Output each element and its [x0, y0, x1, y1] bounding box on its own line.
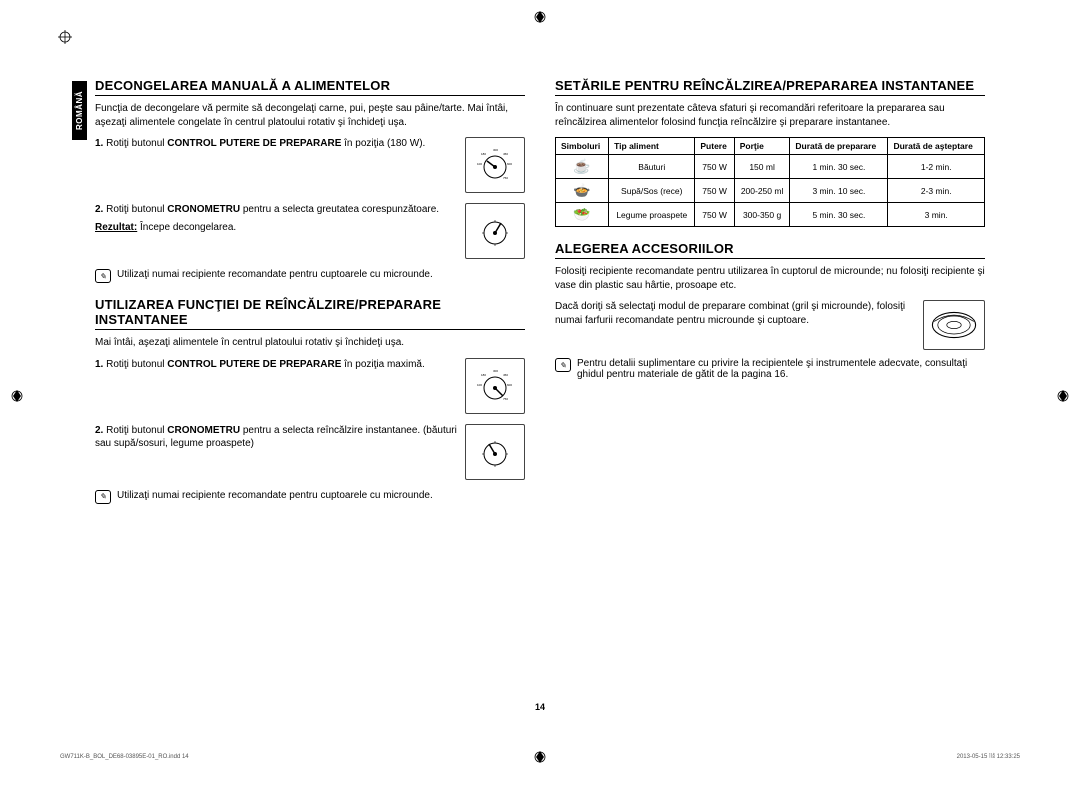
settings-table: Simboluri Tip aliment Putere Porţie Dura…	[555, 137, 985, 227]
cell-power: 750 W	[695, 155, 734, 179]
cell-wait: 2-3 min.	[888, 179, 985, 203]
note-icon: ✎	[95, 490, 111, 504]
svg-text:450: 450	[503, 373, 508, 377]
step-text: în poziţia (180 W).	[341, 138, 425, 149]
table-header-row: Simboluri Tip aliment Putere Porţie Dura…	[556, 138, 985, 155]
step-text: în poziţia maximă.	[341, 359, 424, 370]
svg-text:100: 100	[477, 383, 482, 387]
th-cook: Durată de preparare	[790, 138, 888, 155]
power-dial-icon: 300 450 600 750 180 100	[465, 358, 525, 414]
footer-left: GW711K-B_BOL_DE68-03895E-01_RO.indd 14	[60, 754, 189, 760]
instant-step-2: 2. Rotiţi butonul CRONOMETRU pentru a se…	[95, 424, 525, 480]
instant-step-1: 1. Rotiţi butonul CONTROL PUTERE DE PREP…	[95, 358, 525, 414]
cell-power: 750 W	[695, 203, 734, 227]
svg-text:750: 750	[503, 176, 508, 180]
step-bold: CONTROL PUTERE DE PREPARARE	[167, 138, 341, 149]
step-number: 2.	[95, 204, 103, 215]
step-bold: CRONOMETRU	[167, 204, 240, 215]
cell-wait: 3 min.	[888, 203, 985, 227]
instant-note: ✎ Utilizaţi numai recipiente recomandate…	[95, 490, 525, 504]
table-row: ☕ Băuturi 750 W 150 ml 1 min. 30 sec. 1-…	[556, 155, 985, 179]
cell-portion: 200-250 ml	[734, 179, 790, 203]
step-bold: CRONOMETRU	[167, 425, 240, 436]
footer-right: 2013-05-15 ㍣ 12:33:25	[957, 751, 1020, 760]
cell-food: Supă/Sos (rece)	[609, 179, 695, 203]
language-tab: ROMÂNĂ	[72, 81, 87, 140]
note-text: Utilizaţi numai recipiente recomandate p…	[117, 269, 433, 280]
power-dial-icon: 300 450 600 750 180 100	[465, 137, 525, 193]
cell-symbol: 🥗	[556, 203, 609, 227]
step-text: Rotiţi butonul	[106, 204, 167, 215]
crop-mark-bc	[533, 750, 547, 764]
cell-symbol: 🍲	[556, 179, 609, 203]
svg-text:450: 450	[503, 152, 508, 156]
left-column: DECONGELAREA MANUALĂ A ALIMENTELOR Funcţ…	[95, 78, 525, 518]
step-number: 1.	[95, 359, 103, 370]
th-portion: Porţie	[734, 138, 790, 155]
step-text: pentru a selecta greutatea corespunzătoa…	[240, 204, 439, 215]
crop-mark-tl	[58, 30, 72, 44]
svg-text:300: 300	[493, 148, 498, 152]
th-food: Tip aliment	[609, 138, 695, 155]
section-title-accessories: ALEGEREA ACCESORIILOR	[555, 241, 985, 259]
svg-text:600: 600	[507, 383, 512, 387]
defrost-note: ✎ Utilizaţi numai recipiente recomandate…	[95, 269, 525, 283]
defrost-intro: Funcţia de decongelare vă permite să dec…	[95, 102, 525, 129]
svg-text:100: 100	[477, 162, 482, 166]
accessories-note: ✎ Pentru detalii suplimentare cu privire…	[555, 358, 985, 380]
th-wait: Durată de aşteptare	[888, 138, 985, 155]
crop-mark-ml	[10, 389, 24, 403]
accessories-p1: Folosiţi recipiente recomandate pentru u…	[555, 265, 985, 292]
note-icon: ✎	[555, 358, 571, 372]
defrost-step-2: 2. Rotiţi butonul CRONOMETRU pentru a se…	[95, 203, 525, 259]
cell-cook: 5 min. 30 sec.	[790, 203, 888, 227]
cell-cook: 3 min. 10 sec.	[790, 179, 888, 203]
accessories-p2: Dacă doriţi să selectaţi modul de prepar…	[555, 300, 913, 350]
step-number: 1.	[95, 138, 103, 149]
settings-intro: În continuare sunt prezentate câteva sfa…	[555, 102, 985, 129]
cell-symbol: ☕	[556, 155, 609, 179]
cell-power: 750 W	[695, 179, 734, 203]
cell-food: Legume proaspete	[609, 203, 695, 227]
instant-intro: Mai întâi, aşezaţi alimentele în centrul…	[95, 336, 525, 350]
svg-text:180: 180	[481, 373, 486, 377]
timer-dial-icon	[465, 424, 525, 480]
note-text: Pentru detalii suplimentare cu privire l…	[577, 358, 985, 380]
svg-text:600: 600	[507, 162, 512, 166]
table-row: 🍲 Supă/Sos (rece) 750 W 200-250 ml 3 min…	[556, 179, 985, 203]
step-number: 2.	[95, 425, 103, 436]
cell-wait: 1-2 min.	[888, 155, 985, 179]
step-text: Rotiţi butonul	[106, 359, 167, 370]
note-icon: ✎	[95, 269, 111, 283]
step-text: Rotiţi butonul	[106, 425, 167, 436]
turntable-icon	[923, 300, 985, 350]
step-bold: CONTROL PUTERE DE PREPARARE	[167, 359, 341, 370]
result-label: Rezultat:	[95, 222, 137, 233]
svg-text:750: 750	[503, 397, 508, 401]
th-power: Putere	[695, 138, 734, 155]
result-text: Începe decongelarea.	[137, 222, 236, 233]
cell-portion: 150 ml	[734, 155, 790, 179]
cell-food: Băuturi	[609, 155, 695, 179]
page-content: DECONGELAREA MANUALĂ A ALIMENTELOR Funcţ…	[95, 78, 985, 518]
accessory-row: Dacă doriţi să selectaţi modul de prepar…	[555, 300, 985, 350]
defrost-step-1: 1. Rotiţi butonul CONTROL PUTERE DE PREP…	[95, 137, 525, 193]
step-text: Rotiţi butonul	[106, 138, 167, 149]
right-column: SETĂRILE PENTRU REÎNCĂLZIREA/PREPARAREA …	[555, 78, 985, 518]
cell-portion: 300-350 g	[734, 203, 790, 227]
timer-dial-icon	[465, 203, 525, 259]
crop-mark-tc	[533, 10, 547, 24]
page-number: 14	[0, 702, 1080, 712]
crop-mark-mr	[1056, 389, 1070, 403]
section-title-defrost: DECONGELAREA MANUALĂ A ALIMENTELOR	[95, 78, 525, 96]
section-title-settings: SETĂRILE PENTRU REÎNCĂLZIREA/PREPARAREA …	[555, 78, 985, 96]
svg-text:180: 180	[481, 152, 486, 156]
cell-cook: 1 min. 30 sec.	[790, 155, 888, 179]
note-text: Utilizaţi numai recipiente recomandate p…	[117, 490, 433, 501]
th-symbols: Simboluri	[556, 138, 609, 155]
table-row: 🥗 Legume proaspete 750 W 300-350 g 5 min…	[556, 203, 985, 227]
section-title-instant: UTILIZAREA FUNCŢIEI DE REÎNCĂLZIRE/PREPA…	[95, 297, 525, 330]
svg-text:300: 300	[493, 369, 498, 373]
